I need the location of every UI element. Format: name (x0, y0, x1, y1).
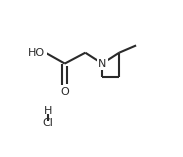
Text: N: N (98, 59, 107, 69)
Text: O: O (60, 87, 69, 97)
Text: H: H (44, 106, 52, 116)
Text: Cl: Cl (42, 118, 53, 128)
Text: HO: HO (28, 48, 45, 58)
